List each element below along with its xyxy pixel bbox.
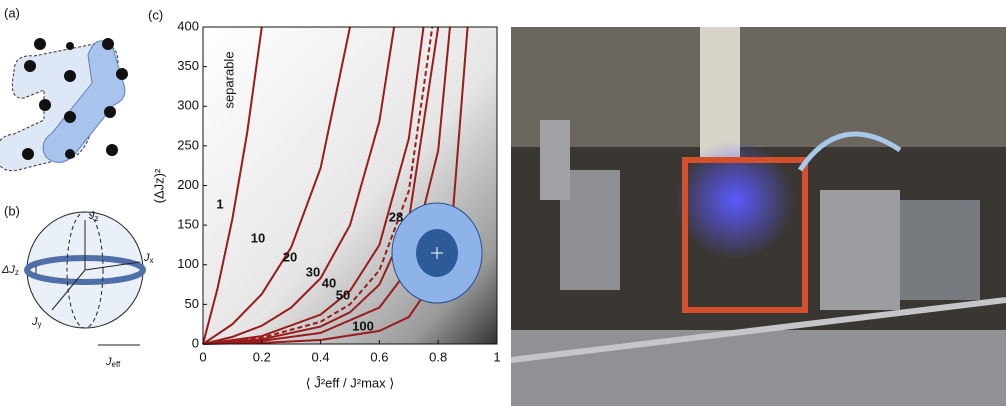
y-tick-label: 150 [177, 217, 199, 232]
curve [202, 26, 434, 345]
curve [202, 26, 396, 345]
x-axis-label: ⟨ Ĵ²eff / J²max ⟩ [306, 375, 395, 390]
y-axis-label: (ΔJz)² [151, 168, 166, 203]
x-tick-label: 1 [493, 349, 500, 364]
state-ellipse [391, 202, 483, 304]
y-tick-label: 350 [177, 58, 199, 73]
curve-label: 28 [389, 209, 403, 224]
photo [510, 27, 1006, 406]
curve-label: 10 [251, 230, 265, 245]
x-tick-label: 0.6 [370, 349, 388, 364]
axis-name: Jz [88, 210, 99, 223]
curve-label: 100 [352, 318, 374, 333]
axis-name: ΔJz [1, 264, 19, 277]
x-tick-label: 0 [199, 349, 206, 364]
annotation: separable [221, 51, 236, 108]
panel-label: (b) [4, 203, 20, 218]
curve [202, 26, 425, 345]
panel-label: (c) [148, 7, 163, 22]
cluster-diagram [0, 40, 126, 172]
axis-name: Jy [31, 316, 42, 329]
curve [202, 26, 351, 345]
axis-name: Jx [143, 252, 154, 265]
panel-label: (a) [4, 5, 20, 20]
y-tick-label: 50 [185, 296, 199, 311]
bloch-sphere [24, 211, 146, 346]
y-tick-label: 400 [177, 18, 199, 33]
x-tick-label: 0.8 [429, 349, 447, 364]
curve-label: 50 [336, 287, 350, 302]
y-tick-label: 250 [177, 137, 199, 152]
curve-label: 30 [306, 264, 320, 279]
spins [22, 38, 128, 160]
x-tick-label: 0.4 [312, 349, 330, 364]
curve [202, 26, 263, 345]
curve-label: 1 [216, 196, 223, 211]
curve-label: 40 [322, 275, 336, 290]
y-tick-label: 0 [192, 335, 199, 350]
y-tick-label: 300 [177, 98, 199, 113]
axis-name: Jeff [105, 356, 121, 369]
y-tick-label: 100 [177, 256, 199, 271]
curve-label: 20 [283, 249, 297, 264]
y-tick-label: 200 [177, 177, 199, 192]
x-tick-label: 0.2 [253, 349, 271, 364]
